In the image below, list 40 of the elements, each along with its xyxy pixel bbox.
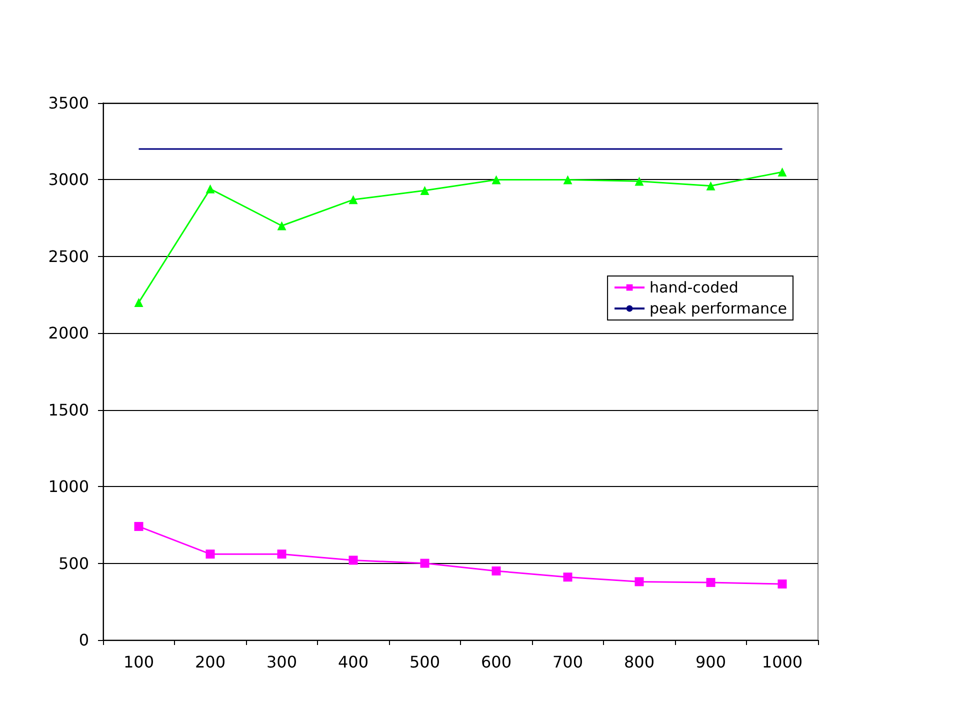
x-tick-label: 400 bbox=[338, 652, 369, 672]
x-tick-label: 1000 bbox=[762, 652, 803, 672]
x-tick-label: 900 bbox=[695, 652, 726, 672]
x-tick-label: 100 bbox=[123, 652, 154, 672]
y-tick-label: 2000 bbox=[48, 324, 89, 343]
point bbox=[206, 550, 215, 559]
point bbox=[563, 175, 572, 184]
point bbox=[706, 181, 716, 190]
point bbox=[778, 168, 787, 177]
y-tick-label: 3000 bbox=[48, 170, 89, 190]
point bbox=[563, 572, 572, 582]
legend-label: hand-coded bbox=[650, 278, 738, 296]
y-tick-label: 2500 bbox=[48, 246, 89, 266]
point bbox=[634, 577, 644, 586]
point bbox=[420, 558, 430, 568]
point bbox=[778, 580, 787, 588]
y-tick-label: 500 bbox=[58, 554, 89, 573]
point bbox=[134, 522, 144, 531]
x-tick-label: 200 bbox=[194, 652, 226, 672]
x-tick-label: 300 bbox=[266, 652, 298, 672]
y-tick-label: 1000 bbox=[48, 477, 89, 496]
y-tick-label: 3500 bbox=[48, 94, 89, 112]
point bbox=[348, 556, 358, 565]
point bbox=[134, 298, 144, 307]
point bbox=[492, 175, 501, 184]
point bbox=[206, 184, 215, 194]
point bbox=[492, 566, 501, 576]
point bbox=[277, 550, 286, 559]
y-tick-label: 0 bbox=[78, 630, 89, 650]
point bbox=[706, 578, 716, 587]
point bbox=[634, 176, 644, 186]
point bbox=[277, 221, 286, 230]
x-tick-label: 800 bbox=[624, 652, 655, 672]
y-tick-label: 1500 bbox=[48, 400, 89, 420]
point bbox=[348, 195, 358, 204]
x-tick-label: 600 bbox=[480, 652, 512, 672]
legend-label: peak performance bbox=[650, 300, 788, 318]
x-tick-label: 500 bbox=[409, 652, 440, 672]
point bbox=[420, 186, 430, 195]
x-tick-label: 700 bbox=[552, 652, 584, 672]
